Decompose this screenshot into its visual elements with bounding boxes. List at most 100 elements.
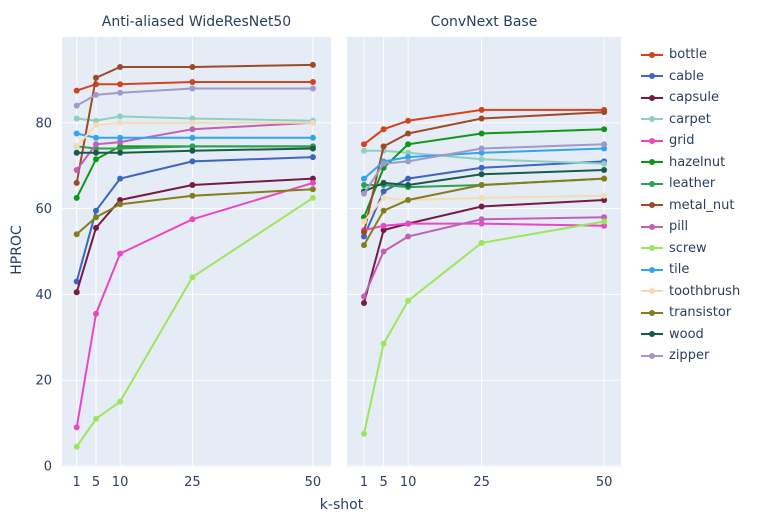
data-point-zipper bbox=[405, 158, 412, 165]
legend-swatch-hazelnut-icon bbox=[641, 159, 663, 166]
legend-swatch-toothbrush-icon bbox=[641, 288, 663, 295]
data-point-metal_nut bbox=[601, 109, 608, 116]
data-point-bottle bbox=[478, 106, 485, 113]
data-point-transistor bbox=[380, 207, 387, 214]
legend-marker-icon bbox=[649, 73, 655, 80]
data-point-wood bbox=[117, 149, 124, 156]
data-point-wood bbox=[73, 149, 80, 156]
legend-label: zipper bbox=[669, 348, 710, 364]
data-point-screw bbox=[601, 218, 608, 225]
data-point-toothbrush bbox=[73, 143, 80, 150]
data-point-screw bbox=[361, 430, 367, 437]
data-point-toothbrush bbox=[189, 119, 196, 126]
legend-item-hazelnut[interactable]: hazelnut bbox=[641, 152, 771, 174]
legend-swatch-pill-icon bbox=[641, 223, 663, 230]
x-tick-label: 5 bbox=[92, 475, 100, 490]
data-point-metal_nut bbox=[478, 115, 485, 122]
data-point-tile bbox=[93, 134, 99, 141]
data-point-grid bbox=[601, 222, 608, 229]
legend-item-capsule[interactable]: capsule bbox=[641, 87, 771, 109]
data-point-wood bbox=[189, 147, 196, 154]
data-point-transistor bbox=[117, 201, 124, 208]
legend-swatch-bottle-icon bbox=[641, 51, 663, 58]
legend-marker-icon bbox=[649, 51, 655, 58]
legend-item-pill[interactable]: pill bbox=[641, 216, 771, 238]
legend-label: transistor bbox=[669, 305, 732, 321]
data-point-transistor bbox=[93, 214, 99, 221]
data-point-tile bbox=[309, 134, 316, 141]
data-point-metal_nut bbox=[380, 143, 387, 150]
legend-item-zipper[interactable]: zipper bbox=[641, 345, 771, 367]
y-tick-label: 0 bbox=[44, 460, 52, 475]
data-point-tile bbox=[117, 134, 124, 141]
legend-label: capsule bbox=[669, 90, 719, 106]
legend-swatch-wood-icon bbox=[641, 331, 663, 338]
data-point-pill bbox=[478, 216, 485, 223]
x-tick-label: 10 bbox=[400, 475, 417, 490]
data-point-zipper bbox=[380, 160, 387, 167]
data-point-zipper bbox=[601, 141, 608, 148]
legend-item-cable[interactable]: cable bbox=[641, 66, 771, 88]
legend-marker-icon bbox=[649, 245, 655, 252]
data-point-metal_nut bbox=[117, 64, 124, 70]
legend-marker-icon bbox=[649, 137, 655, 144]
legend-swatch-carpet-icon bbox=[641, 116, 663, 123]
data-point-zipper bbox=[117, 89, 124, 96]
x-tick-label: 5 bbox=[379, 475, 387, 490]
data-point-bottle bbox=[380, 126, 387, 133]
legend-item-grid[interactable]: grid bbox=[641, 130, 771, 152]
legend-marker-icon bbox=[649, 288, 655, 295]
data-point-zipper bbox=[73, 102, 80, 109]
data-point-zipper bbox=[93, 91, 99, 98]
data-point-toothbrush bbox=[601, 192, 608, 199]
legend-item-toothbrush[interactable]: toothbrush bbox=[641, 281, 771, 303]
data-point-capsule bbox=[601, 197, 608, 203]
y-axis-label: HPROC bbox=[9, 225, 25, 275]
data-point-carpet bbox=[93, 117, 99, 124]
data-point-transistor bbox=[361, 242, 367, 249]
data-point-screw bbox=[93, 415, 99, 422]
data-point-capsule bbox=[309, 175, 316, 182]
data-point-transistor bbox=[601, 175, 608, 182]
data-point-screw bbox=[478, 239, 485, 246]
legend-marker-icon bbox=[649, 331, 655, 338]
data-point-tile bbox=[478, 149, 485, 156]
data-point-cable bbox=[189, 158, 196, 165]
legend-label: cable bbox=[669, 68, 704, 84]
data-point-hazelnut bbox=[405, 141, 412, 148]
data-point-tile bbox=[73, 130, 80, 137]
legend-item-metal_nut[interactable]: metal_nut bbox=[641, 195, 771, 217]
data-point-metal_nut bbox=[73, 179, 80, 186]
data-point-grid bbox=[405, 220, 412, 227]
plot-area-left bbox=[62, 37, 331, 467]
data-point-cable bbox=[309, 154, 316, 161]
legend-label: toothbrush bbox=[669, 283, 741, 299]
legend-label: screw bbox=[669, 240, 707, 256]
legend-item-bottle[interactable]: bottle bbox=[641, 44, 771, 66]
data-point-capsule bbox=[117, 197, 124, 203]
legend-marker-icon bbox=[649, 223, 655, 230]
legend-item-screw[interactable]: screw bbox=[641, 238, 771, 260]
data-point-grid bbox=[117, 250, 124, 257]
data-point-bottle bbox=[309, 79, 316, 85]
legend-item-leather[interactable]: leather bbox=[641, 173, 771, 195]
legend-swatch-cable-icon bbox=[641, 73, 663, 80]
data-point-grid bbox=[93, 310, 99, 317]
x-tick-label: 50 bbox=[305, 475, 322, 490]
data-point-carpet bbox=[405, 149, 412, 156]
legend-marker-icon bbox=[649, 202, 655, 209]
data-point-cable bbox=[93, 207, 99, 214]
data-point-cable bbox=[478, 164, 485, 171]
legend-item-carpet[interactable]: carpet bbox=[641, 109, 771, 131]
legend-item-transistor[interactable]: transistor bbox=[641, 302, 771, 324]
data-point-carpet bbox=[117, 113, 124, 120]
data-point-wood bbox=[478, 171, 485, 178]
legend-item-wood[interactable]: wood bbox=[641, 324, 771, 346]
legend-item-tile[interactable]: tile bbox=[641, 259, 771, 281]
data-point-hazelnut bbox=[93, 156, 99, 163]
data-point-capsule bbox=[361, 300, 367, 306]
data-point-metal_nut bbox=[309, 61, 316, 68]
data-point-pill bbox=[380, 248, 387, 255]
data-point-leather bbox=[117, 145, 124, 152]
